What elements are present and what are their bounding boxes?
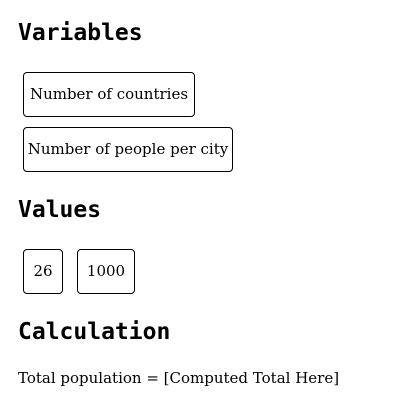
calculation-heading: Calculation [18,319,171,345]
calculation-prefix: Total population = [18,369,164,387]
calculation-line: Total population = [Computed Total Here] [18,368,339,388]
values-heading: Values [18,197,102,223]
variable-chip-number-of-countries[interactable]: Number of countries [23,72,195,117]
calculation-result: [Computed Total Here] [163,369,340,387]
value-chip-1000[interactable]: 1000 [77,249,135,294]
value-chip-26[interactable]: 26 [23,249,63,294]
variable-chip-number-of-people-per-city[interactable]: Number of people per city [23,127,233,172]
variables-heading: Variables [18,20,143,46]
